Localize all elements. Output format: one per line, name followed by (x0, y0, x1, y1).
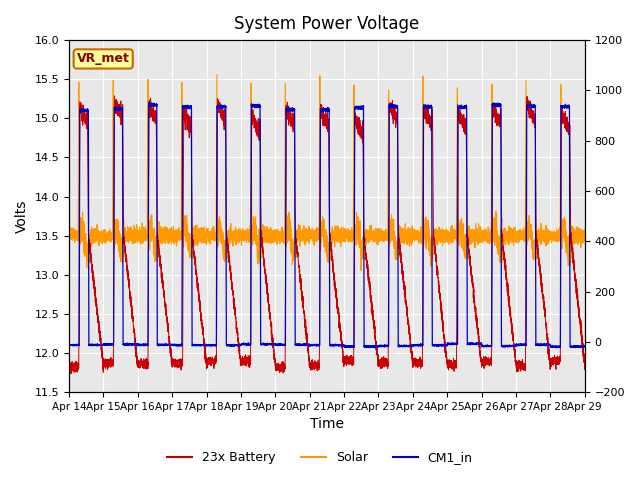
Legend: 23x Battery, Solar, CM1_in: 23x Battery, Solar, CM1_in (163, 446, 477, 469)
X-axis label: Time: Time (310, 418, 344, 432)
Y-axis label: Volts: Volts (15, 199, 29, 233)
Text: VR_met: VR_met (77, 52, 130, 65)
Title: System Power Voltage: System Power Voltage (234, 15, 420, 33)
